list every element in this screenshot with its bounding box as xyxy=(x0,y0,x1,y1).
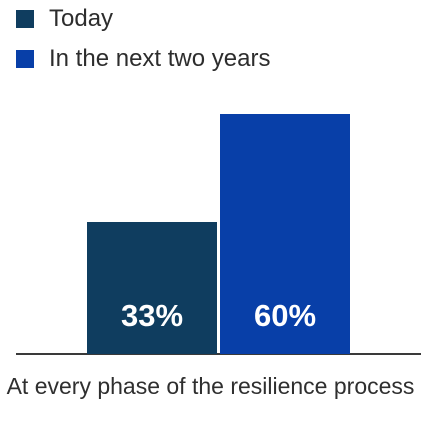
legend-item-today: Today xyxy=(16,4,270,34)
legend-label-today: Today xyxy=(49,5,114,32)
bar-next-two-years xyxy=(220,114,350,354)
legend-swatch-next-two-years xyxy=(16,50,34,68)
legend-swatch-today xyxy=(16,10,34,28)
legend-label-next-two-years: In the next two years xyxy=(49,45,271,72)
bar-label-next-two-years: 60% xyxy=(254,298,316,333)
bar-label-today: 33% xyxy=(121,298,183,333)
legend-item-next-two-years: In the next two years xyxy=(16,44,270,74)
legend: Today In the next two years xyxy=(16,4,270,84)
bar-today xyxy=(87,222,217,354)
category-label: At every phase of the resilience process xyxy=(6,373,415,399)
